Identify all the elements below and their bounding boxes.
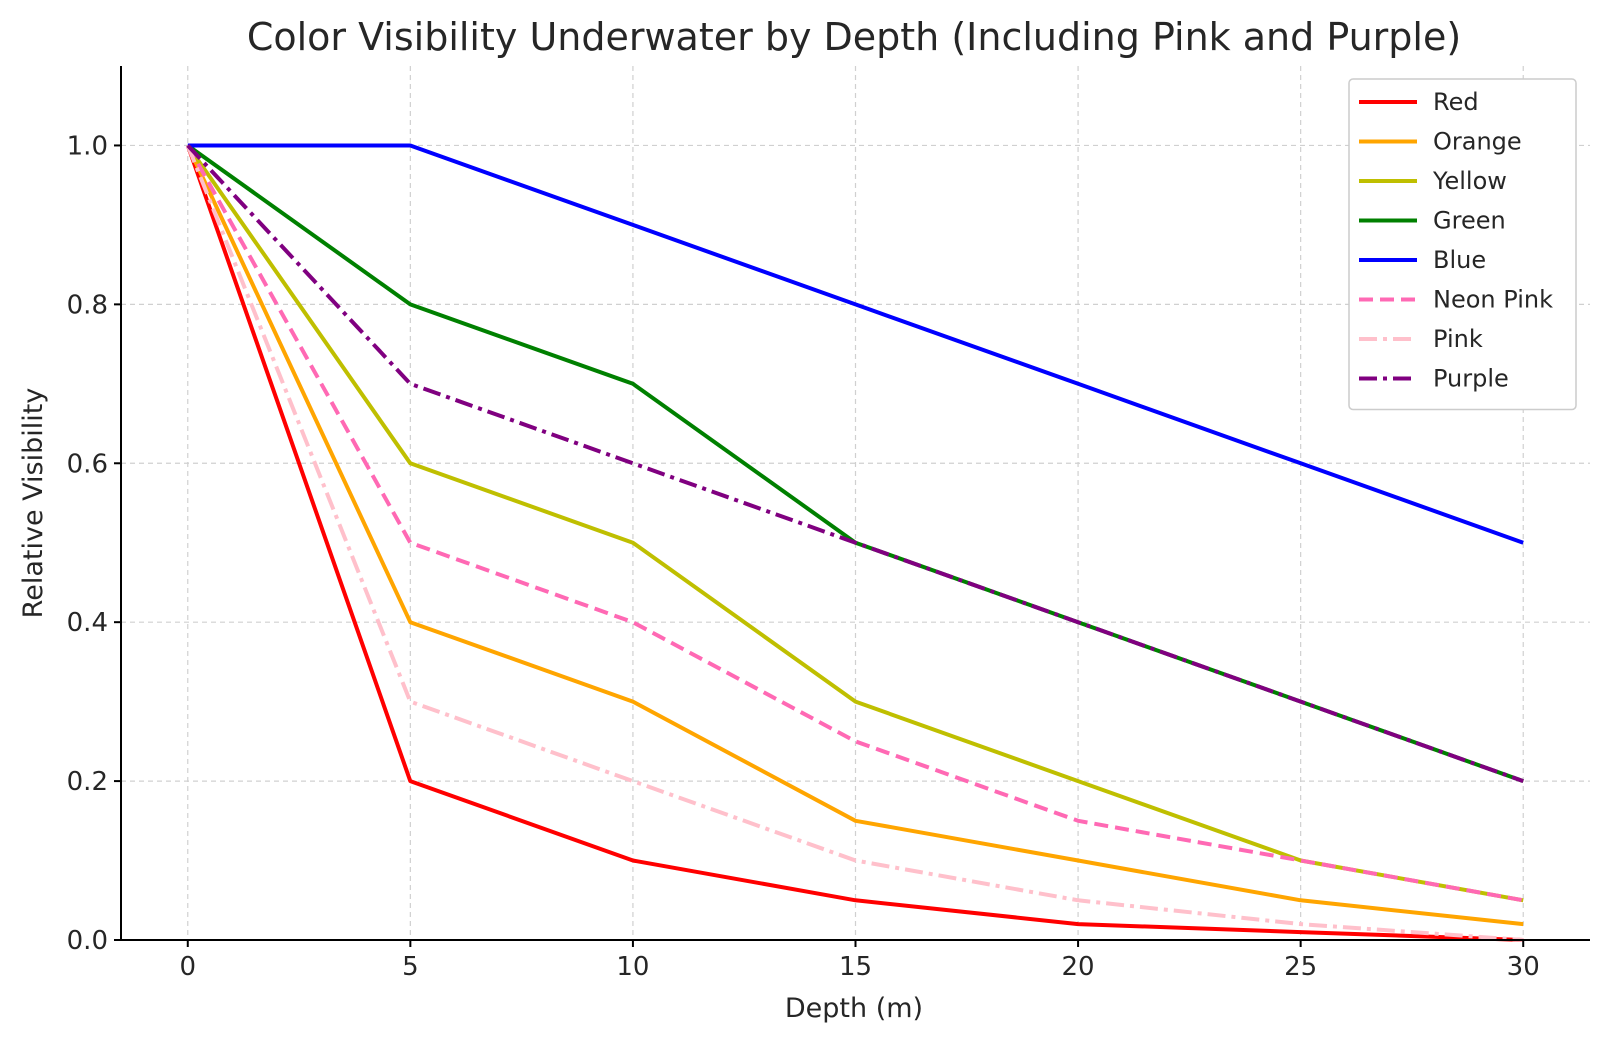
axes: 0 5 10 15 20 25 30 0.0 0.2 0.4 0.6 0.8 1.0 bbox=[67, 66, 1590, 982]
legend: Red Orange Yellow Green Blue Neon Pink Pink Pur… bbox=[1348, 78, 1577, 411]
series-line-blue bbox=[187, 143, 1524, 545]
series-line-yellow bbox=[186, 144, 1524, 903]
legend-label: Blue bbox=[1433, 246, 1486, 274]
x-tick-label: 25 bbox=[1284, 952, 1317, 982]
y-tick-label: 0.2 bbox=[67, 767, 108, 797]
x-tick-label: 30 bbox=[1507, 952, 1540, 982]
series-line-purple bbox=[186, 144, 1524, 783]
y-tick-label: 0.0 bbox=[67, 926, 108, 956]
y-tick-label: 0.6 bbox=[67, 449, 108, 479]
y-axis-label: Relative Visibility bbox=[18, 388, 49, 619]
x-tick-label: 15 bbox=[839, 952, 872, 982]
legend-label: Yellow bbox=[1432, 167, 1507, 195]
legend-label: Pink bbox=[1433, 325, 1483, 353]
x-tick-label: 20 bbox=[1062, 952, 1095, 982]
series-line-orange bbox=[185, 144, 1524, 927]
series-line-red bbox=[185, 144, 1524, 942]
y-tick-label: 0.8 bbox=[67, 290, 108, 320]
legend-label: Green bbox=[1433, 207, 1506, 235]
legend-label: Red bbox=[1433, 88, 1479, 116]
chart-title: Color Visibility Underwater by Depth (In… bbox=[247, 15, 1461, 59]
x-tick-label: 10 bbox=[616, 952, 649, 982]
legend-label: Neon Pink bbox=[1433, 286, 1553, 314]
y-tick-label: 1.0 bbox=[67, 131, 108, 161]
x-tick-label: 0 bbox=[179, 952, 196, 982]
legend-label: Purple bbox=[1433, 365, 1509, 393]
x-axis-label: Depth (m) bbox=[785, 993, 923, 1024]
legend-box bbox=[1348, 78, 1577, 411]
y-tick-label: 0.4 bbox=[67, 608, 108, 638]
legend-label: Orange bbox=[1433, 128, 1522, 156]
x-tick-label: 5 bbox=[402, 952, 419, 982]
series-line-pink bbox=[185, 144, 1524, 942]
series-lines bbox=[185, 143, 1524, 942]
